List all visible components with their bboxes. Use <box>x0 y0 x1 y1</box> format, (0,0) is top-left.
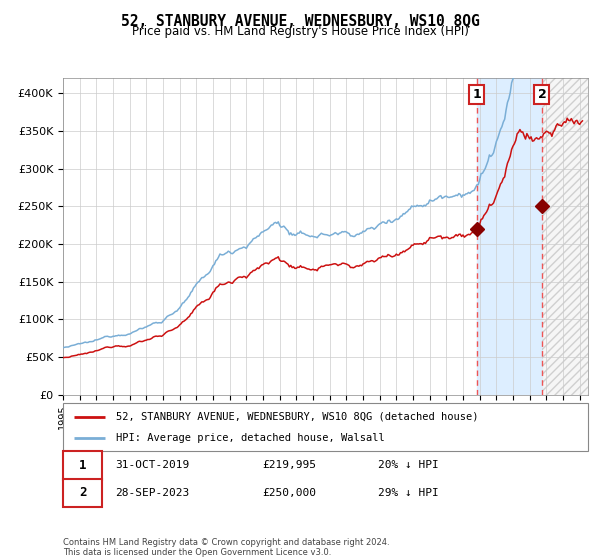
FancyBboxPatch shape <box>63 479 103 507</box>
Bar <box>542 78 596 395</box>
Bar <box>477 78 542 395</box>
Text: £250,000: £250,000 <box>263 488 317 498</box>
Text: 20% ↓ HPI: 20% ↓ HPI <box>378 460 439 470</box>
FancyBboxPatch shape <box>63 451 103 479</box>
Text: 29% ↓ HPI: 29% ↓ HPI <box>378 488 439 498</box>
Text: Contains HM Land Registry data © Crown copyright and database right 2024.
This d: Contains HM Land Registry data © Crown c… <box>63 538 389 557</box>
Text: 1: 1 <box>79 459 86 472</box>
Text: 31-OCT-2019: 31-OCT-2019 <box>115 460 190 470</box>
Text: HPI: Average price, detached house, Walsall: HPI: Average price, detached house, Wals… <box>115 433 384 444</box>
Text: 52, STANBURY AVENUE, WEDNESBURY, WS10 8QG (detached house): 52, STANBURY AVENUE, WEDNESBURY, WS10 8Q… <box>115 412 478 422</box>
Text: 1: 1 <box>472 88 481 101</box>
Text: Price paid vs. HM Land Registry's House Price Index (HPI): Price paid vs. HM Land Registry's House … <box>131 25 469 38</box>
Text: 52, STANBURY AVENUE, WEDNESBURY, WS10 8QG: 52, STANBURY AVENUE, WEDNESBURY, WS10 8Q… <box>121 14 479 29</box>
Text: 2: 2 <box>538 88 547 101</box>
Text: 2: 2 <box>79 487 86 500</box>
Text: 28-SEP-2023: 28-SEP-2023 <box>115 488 190 498</box>
FancyBboxPatch shape <box>63 403 588 451</box>
Text: £219,995: £219,995 <box>263 460 317 470</box>
